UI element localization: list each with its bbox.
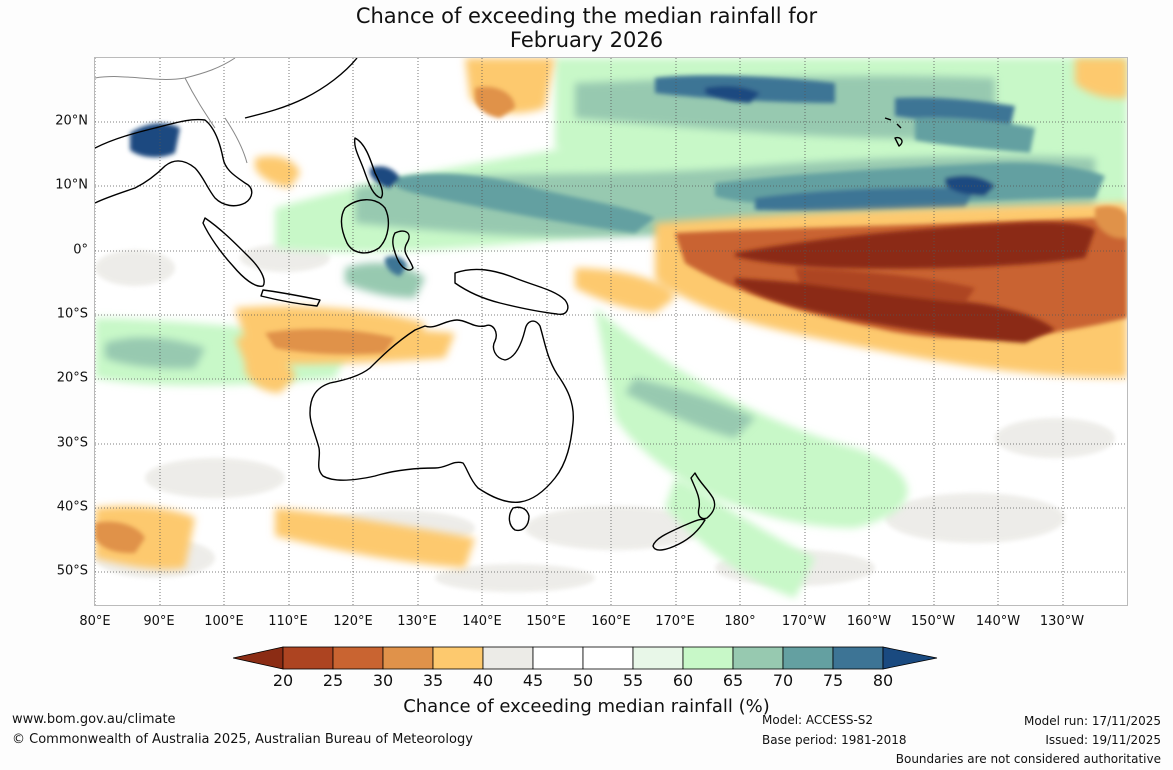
sumatra-coast <box>202 217 265 287</box>
lat-label-20n: 20°N <box>55 113 88 129</box>
lat-label-0: 0° <box>73 242 88 258</box>
footer-base-period: Base period: 1981-2018 <box>762 733 907 747</box>
sulawesi-coast <box>392 230 414 271</box>
lat-label-30s: 30°S <box>56 435 88 451</box>
java-coast <box>260 289 321 307</box>
footer-issued: Issued: 19/11/2025 <box>1045 733 1161 747</box>
borneo-coast <box>340 199 390 254</box>
footer-url[interactable]: www.bom.gov.au/climate <box>12 712 176 727</box>
country-borders <box>95 58 248 164</box>
cbar-tick-45: 45 <box>522 671 544 690</box>
lon-label-160w: 160°W <box>846 614 892 629</box>
above-median-strong <box>130 75 1105 276</box>
lon-label-90e: 90°E <box>143 614 175 629</box>
title-line-1: Chance of exceeding the median rainfall … <box>355 4 818 28</box>
lon-label-160e: 160°E <box>591 614 631 629</box>
rainfall-map <box>94 57 1128 606</box>
china-coast <box>244 58 358 119</box>
graticule <box>95 58 1127 605</box>
lon-label-110e: 110°E <box>268 614 308 629</box>
footer-boundaries: Boundaries are not considered authoritat… <box>895 752 1161 766</box>
australia-coast <box>309 319 574 503</box>
lat-label-50s: 50°S <box>56 563 88 579</box>
lon-label-170w: 170°W <box>781 614 827 629</box>
lon-label-150e: 150°E <box>526 614 566 629</box>
lon-label-130e: 130°E <box>397 614 437 629</box>
cbar-tick-70: 70 <box>772 671 794 690</box>
cbar-tick-65: 65 <box>722 671 744 690</box>
colorbar-title: Chance of exceeding median rainfall (%) <box>403 696 770 717</box>
map-title: Chance of exceeding the median rainfall … <box>0 4 1173 52</box>
lon-label-140w: 140°W <box>975 614 1021 629</box>
coastlines <box>95 58 903 551</box>
below-median-strong <box>735 222 1095 343</box>
lon-label-120e: 120°E <box>333 614 373 629</box>
footer-copyright: © Commonwealth of Australia 2025, Austra… <box>12 732 473 747</box>
colorbar-swatch-50-55 <box>582 646 634 670</box>
cbar-tick-75: 75 <box>822 671 844 690</box>
colorbar-swatch-60-65 <box>682 646 734 670</box>
colorbar-swatch-65-70 <box>732 646 784 670</box>
cbar-tick-20: 20 <box>272 671 294 690</box>
colorbar-swatch-45-50 <box>532 646 584 670</box>
cbar-tick-25: 25 <box>322 671 344 690</box>
new-zealand-south-coast <box>652 518 706 551</box>
colorbar <box>233 646 938 670</box>
title-line-2: February 2026 <box>509 28 664 52</box>
map-canvas <box>95 58 1127 605</box>
footer-model: Model: ACCESS-S2 <box>762 713 874 727</box>
colorbar-swatch-55-60 <box>632 646 684 670</box>
philippines-coast <box>353 137 384 199</box>
colorbar-swatch-40-45 <box>482 646 534 670</box>
cbar-tick-40: 40 <box>472 671 494 690</box>
colorbar-swatch-35-40 <box>432 646 484 670</box>
colorbar-low-arrow <box>233 646 284 670</box>
colorbar-swatch-25-30 <box>332 646 384 670</box>
lon-label-180: 180° <box>724 614 756 629</box>
cbar-tick-35: 35 <box>422 671 444 690</box>
lon-label-140e: 140°E <box>462 614 502 629</box>
colorbar-swatch-30-35 <box>382 646 434 670</box>
new-guinea-coast <box>454 268 569 315</box>
cbar-tick-30: 30 <box>372 671 394 690</box>
lon-label-150w: 150°W <box>910 614 956 629</box>
lat-label-10n: 10°N <box>55 177 88 193</box>
hawaii-islands <box>884 117 903 147</box>
lon-label-80e: 80°E <box>79 614 111 629</box>
cbar-tick-55: 55 <box>622 671 644 690</box>
lat-label-20s: 20°S <box>56 370 88 386</box>
colorbar-swatch-20-25 <box>282 646 334 670</box>
colorbar-swatch-70-75 <box>782 646 834 670</box>
lon-label-130w: 130°W <box>1039 614 1085 629</box>
lon-label-170e: 170°E <box>655 614 695 629</box>
lon-label-100e: 100°E <box>204 614 244 629</box>
cbar-tick-50: 50 <box>572 671 594 690</box>
cbar-tick-80: 80 <box>872 671 894 690</box>
tasmania-coast <box>508 506 530 532</box>
asia-coast <box>95 118 253 207</box>
lat-label-10s: 10°S <box>56 306 88 322</box>
new-zealand-coast <box>690 472 716 520</box>
colorbar-swatch-75-80 <box>832 646 884 670</box>
lat-label-40s: 40°S <box>56 499 88 515</box>
footer-model-run: Model run: 17/11/2025 <box>1023 714 1161 728</box>
colorbar-high-arrow <box>882 646 938 670</box>
cbar-tick-60: 60 <box>672 671 694 690</box>
